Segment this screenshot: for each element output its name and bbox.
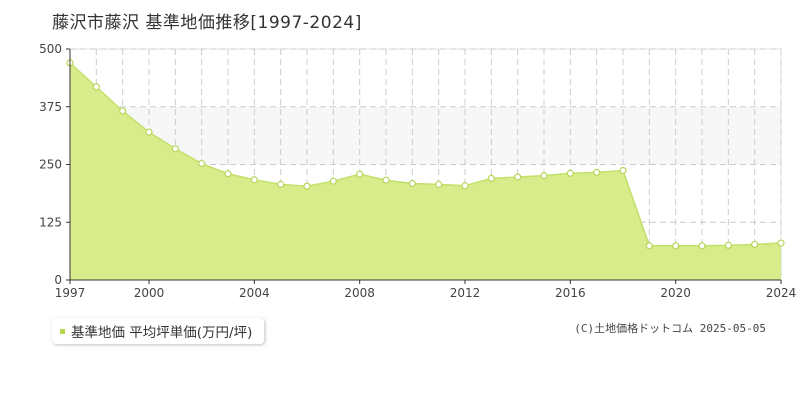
data-point [672, 242, 680, 250]
x-tick-label: 2024 [766, 286, 797, 300]
series-area [70, 62, 781, 280]
data-point [540, 171, 548, 180]
data-point [645, 242, 653, 250]
data-point [356, 170, 364, 178]
data-point [277, 180, 285, 188]
data-point [724, 241, 732, 249]
x-tick-label: 2008 [344, 286, 375, 300]
series-line [69, 62, 782, 247]
data-point [566, 169, 574, 177]
data-point [329, 177, 337, 185]
x-tick-label: 2020 [660, 286, 691, 300]
background-band [70, 106, 781, 165]
data-point [171, 145, 179, 153]
x-tick-label: 1997 [55, 286, 86, 300]
x-tick-label: 2004 [239, 286, 270, 300]
y-tick-label: 0 [54, 273, 62, 287]
legend-label: 基準地価 平均坪単価(万円/坪) [71, 325, 253, 341]
x-tick-label: 2016 [555, 286, 586, 300]
credit: (C)土地価格ドットコム 2025-05-05 [574, 322, 766, 335]
data-point [777, 239, 785, 247]
data-point [145, 128, 153, 136]
axes [66, 48, 782, 284]
data-point [92, 83, 100, 91]
data-point [303, 182, 311, 190]
data-point [435, 180, 443, 188]
data-point [119, 107, 127, 115]
x-tick-label: 2012 [450, 286, 481, 300]
y-tick-label: 250 [39, 158, 62, 172]
data-point [224, 170, 232, 178]
data-point [382, 176, 390, 184]
chart-title: 藤沢市藤沢 基準地価推移[1997-2024] [52, 13, 362, 33]
legend: 基準地価 平均坪単価(万円/坪) [52, 318, 265, 344]
data-point [751, 240, 759, 249]
data-point [619, 166, 627, 175]
data-point [198, 159, 206, 168]
data-point [698, 242, 706, 250]
data-point [250, 176, 258, 184]
data-point [408, 179, 416, 188]
data-point [593, 168, 601, 176]
data-point [514, 173, 522, 181]
series-markers [66, 59, 785, 250]
y-tick-label: 500 [39, 42, 62, 56]
x-tick-labels: 1997 2000 2004 2008 2012 2016 2020 2024 [55, 286, 797, 300]
y-tick-label: 375 [39, 100, 62, 114]
y-tick-label: 125 [39, 215, 62, 229]
y-tick-labels: 0 125 250 375 500 [39, 42, 62, 287]
x-tick-label: 2000 [134, 286, 165, 300]
legend-swatch [60, 328, 65, 334]
data-point [461, 182, 469, 190]
data-point [487, 174, 495, 182]
